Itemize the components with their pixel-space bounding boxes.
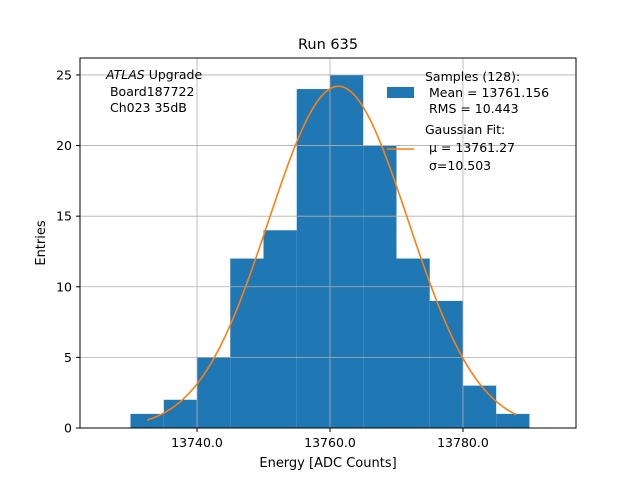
histogram-bar-1 (163, 399, 198, 428)
histogram-bar-10 (462, 385, 497, 428)
y-tick-label-4: 20 (56, 138, 72, 153)
plot-frame (79, 57, 577, 429)
x-axis-ticks: 13740.0 13760.0 13780.0 (171, 428, 489, 450)
x-tick-label-2: 13780.0 (437, 435, 489, 450)
histogram-bar-9 (429, 300, 463, 428)
histogram-bars (130, 74, 530, 429)
y-tick-label-1: 5 (64, 350, 72, 365)
annotation-title-line: ATLAS Upgrade (105, 67, 202, 82)
gaussian-fit-curve (146, 85, 517, 421)
y-tick-label-3: 15 (56, 209, 72, 224)
histogram-bar-4 (263, 230, 297, 428)
annotation-atlas: ATLAS (105, 67, 145, 82)
grid-lines (80, 58, 576, 429)
y-axis-label: Entries (34, 220, 49, 266)
x-tick-label-0: 13740.0 (171, 435, 223, 450)
chart-title: Run 635 (298, 37, 358, 53)
legend-samples-title: Samples (128): (425, 69, 520, 84)
y-tick-label-0: 0 (64, 421, 72, 436)
histogram-bar-11 (496, 413, 530, 428)
y-tick-label-2: 10 (56, 279, 72, 294)
legend-samples-rms: RMS = 10.443 (425, 101, 519, 116)
histogram-bar-8 (396, 258, 430, 428)
histogram-bar-5 (296, 89, 330, 429)
y-axis-ticks: 0 5 10 15 20 25 (56, 67, 80, 436)
x-tick-label-1: 13760.0 (304, 435, 356, 450)
histogram-bar-2 (197, 357, 231, 428)
legend: Samples (128): Mean = 13761.156 RMS = 10… (387, 69, 549, 173)
annotation-board: Board187722 (106, 84, 194, 99)
legend-samples-mean: Mean = 13761.156 (425, 85, 549, 100)
legend-fit-title: Gaussian Fit: (425, 122, 505, 137)
annotation-channel: Ch023 35dB (106, 100, 187, 115)
annotation-upgrade: Upgrade (145, 67, 203, 82)
x-axis-label: Energy [ADC Counts] (259, 456, 396, 471)
legend-fit-mu: μ = 13761.27 (425, 140, 515, 155)
atlas-annotation: ATLAS Upgrade Board187722 Ch023 35dB (105, 67, 202, 115)
histogram-bar-6 (329, 74, 364, 428)
legend-fit-sigma: σ=10.503 (425, 158, 491, 173)
legend-samples-swatch (387, 87, 414, 98)
y-tick-label-5: 25 (56, 67, 72, 82)
